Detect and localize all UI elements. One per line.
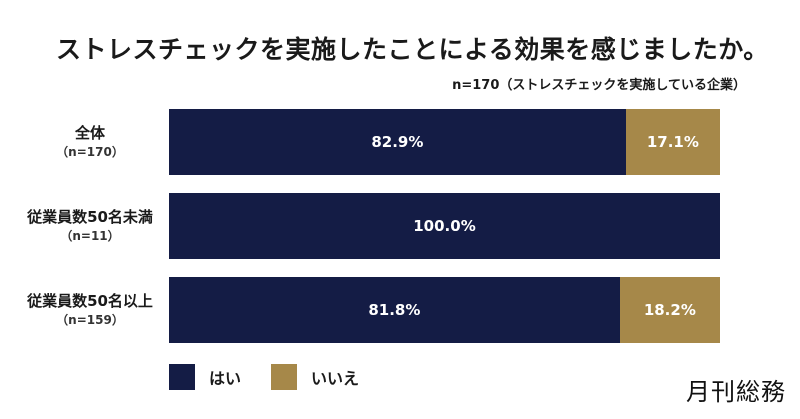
row-label: 従業員数50名未満 （n=11） xyxy=(20,207,160,245)
bar-row: 81.8% 18.2% xyxy=(169,277,720,343)
data-label: 18.2% xyxy=(643,301,696,319)
data-label: 82.9% xyxy=(371,133,424,151)
data-label: 81.8% xyxy=(368,301,421,319)
bar-segment-no: 17.1% xyxy=(625,109,720,175)
category-label: 従業員数50名以上 xyxy=(27,292,153,310)
legend-item-yes: はい xyxy=(169,364,241,390)
bar-segment-yes: 81.8% xyxy=(169,277,620,343)
row-label: 従業員数50名以上 （n=159） xyxy=(20,291,160,329)
category-sample-size: （n=11） xyxy=(60,229,120,243)
data-label: 17.1% xyxy=(646,133,699,151)
chart-title: ストレスチェックを実施したことによる効果を感じましたか。 xyxy=(56,35,769,64)
category-sample-size: （n=159） xyxy=(56,313,124,327)
bar-row: 100.0% xyxy=(169,193,720,259)
legend-label-no: いいえ xyxy=(311,369,360,388)
legend-swatch-no xyxy=(271,364,297,390)
bar-segment-no: 18.2% xyxy=(619,277,720,343)
category-label: 従業員数50名未満 xyxy=(27,208,153,226)
bar-row: 82.9% 17.1% xyxy=(169,109,720,175)
category-label: 全体 xyxy=(74,124,105,142)
legend-swatch-yes xyxy=(169,364,195,390)
bar-segment-yes: 100.0% xyxy=(169,193,720,259)
category-sample-size: （n=170） xyxy=(56,145,124,159)
brand-logo: 月刊総務 xyxy=(686,378,786,406)
data-label: 100.0% xyxy=(413,217,476,235)
sample-note: n=170（ストレスチェックを実施している企業） xyxy=(452,78,746,93)
bar-segment-yes: 82.9% xyxy=(169,109,626,175)
legend-item-no: いいえ xyxy=(271,364,359,390)
row-label: 全体 （n=170） xyxy=(20,123,160,161)
legend-label-yes: はい xyxy=(209,369,242,388)
